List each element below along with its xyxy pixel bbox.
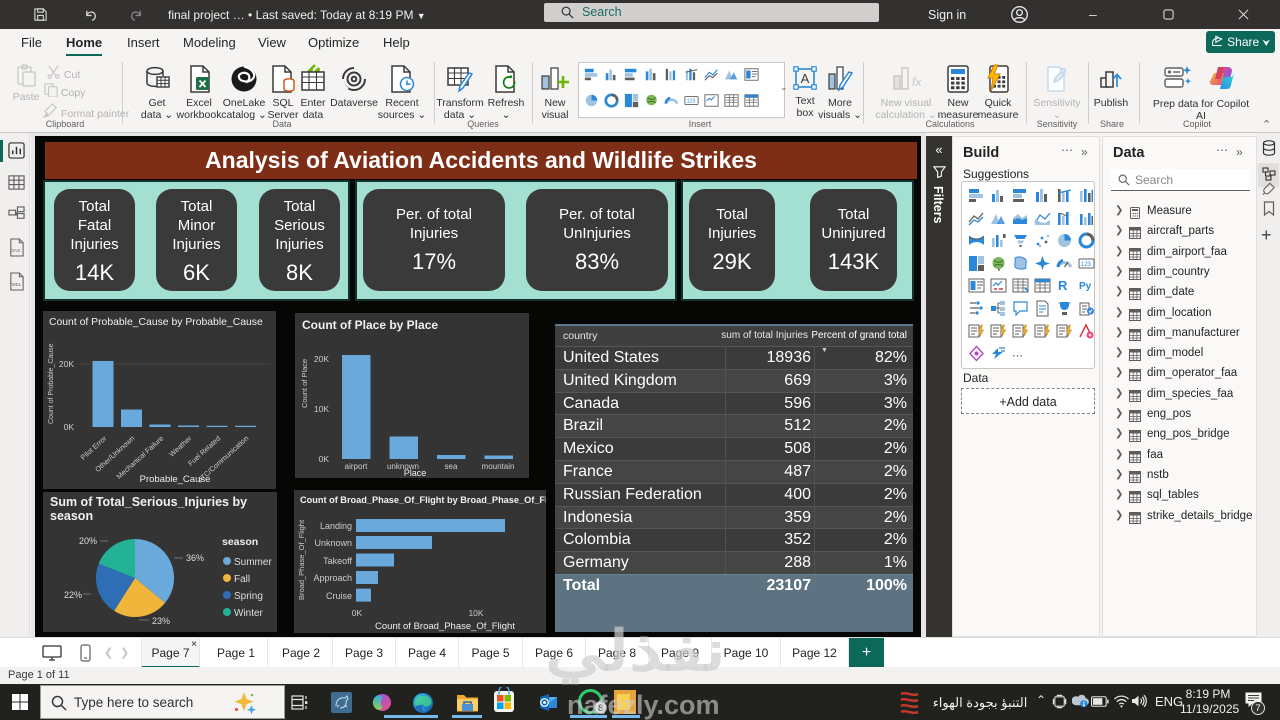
svg-text:mountain: mountain	[482, 462, 515, 471]
svg-text:0K: 0K	[64, 422, 75, 432]
svg-text:123: 123	[687, 99, 696, 105]
svg-text:Count of Broad_Phase_Of_Flight: Count of Broad_Phase_Of_Flight	[375, 621, 515, 632]
svg-text:airport: airport	[345, 462, 368, 471]
svg-text:season: season	[222, 536, 258, 548]
svg-text:123: 123	[1081, 262, 1092, 268]
svg-text:20K: 20K	[59, 359, 74, 369]
svg-text:0K: 0K	[352, 608, 363, 618]
svg-text:fx: fx	[912, 75, 921, 89]
svg-text:36%: 36%	[186, 553, 204, 563]
svg-text:Broad_Phase_Of_Flight: Broad_Phase_Of_Flight	[297, 519, 306, 600]
svg-text:23%: 23%	[152, 616, 170, 626]
svg-text:unknown: unknown	[387, 462, 419, 471]
svg-text:season: season	[50, 509, 93, 523]
svg-text:0K: 0K	[319, 454, 330, 464]
svg-text:Unknown: Unknown	[314, 538, 352, 548]
svg-text:10K: 10K	[468, 608, 483, 618]
svg-text:Sum of Total_Serious_Injuries: Sum of Total_Serious_Injuries by	[50, 495, 247, 509]
svg-text:Winter: Winter	[234, 608, 264, 619]
svg-text:Landing: Landing	[320, 521, 352, 531]
svg-text:Approach: Approach	[313, 573, 352, 583]
svg-text:R: R	[1058, 278, 1068, 293]
svg-text:Cruise: Cruise	[326, 591, 352, 601]
svg-text:Count of Broad_Phase_Of_Flight: Count of Broad_Phase_Of_Flight by Broad_…	[300, 495, 546, 505]
svg-text:20K: 20K	[314, 354, 329, 364]
svg-text:Count of Probable_Cause by Pro: Count of Probable_Cause by Probable_Caus…	[49, 317, 263, 328]
svg-text:Fall: Fall	[234, 574, 250, 585]
svg-text:Weather: Weather	[167, 433, 194, 458]
svg-text:Probable_Cause: Probable_Cause	[140, 474, 211, 485]
svg-text:Count of Place: Count of Place	[300, 359, 309, 408]
svg-text:10K: 10K	[314, 404, 329, 414]
svg-text:TMDL: TMDL	[9, 282, 21, 287]
svg-text:DAX: DAX	[10, 248, 21, 254]
svg-text:A: A	[801, 71, 810, 86]
svg-text:Count of Probable_Cause: Count of Probable_Cause	[48, 343, 55, 424]
svg-text:Summer: Summer	[234, 557, 272, 568]
svg-text:Takeoff: Takeoff	[323, 556, 352, 566]
svg-text:Count of Place by Place: Count of Place by Place	[302, 318, 438, 332]
svg-text:sea: sea	[445, 462, 458, 471]
svg-text:22%: 22%	[64, 590, 82, 600]
svg-text:Place: Place	[404, 468, 427, 478]
svg-text:Py: Py	[1079, 281, 1092, 292]
svg-text:20%: 20%	[79, 536, 97, 546]
svg-text:Spring: Spring	[234, 591, 263, 602]
